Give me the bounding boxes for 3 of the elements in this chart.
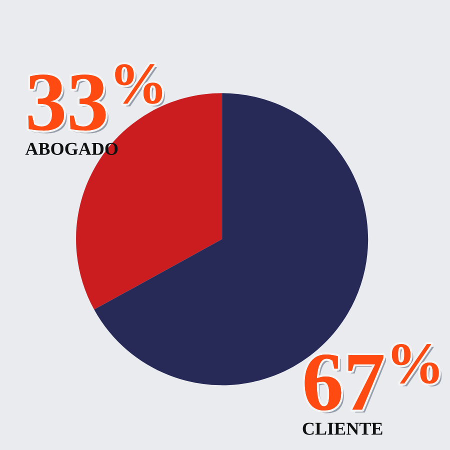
data-label: 33$^{%}$ <box>28 64 165 134</box>
slice-label: CLIENTE <box>302 422 382 435</box>
data-label: 67$^{%}$ <box>304 344 442 414</box>
